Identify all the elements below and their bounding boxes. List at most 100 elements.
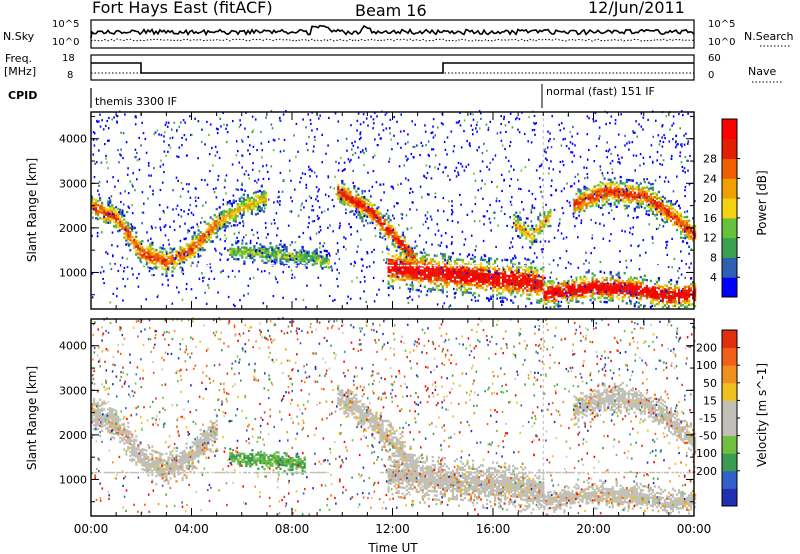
range-cell xyxy=(437,278,440,282)
range-cell xyxy=(197,255,200,258)
range-cell xyxy=(688,237,691,240)
range-cell xyxy=(575,300,578,303)
range-cell xyxy=(603,278,606,282)
range-cell xyxy=(397,241,400,244)
range-cell xyxy=(679,222,683,225)
range-cell xyxy=(147,252,150,255)
range-cell xyxy=(147,266,150,269)
range-cell xyxy=(494,281,497,285)
range-cell xyxy=(345,202,348,205)
noise-cell xyxy=(209,123,212,126)
noise-cell xyxy=(531,266,534,269)
range-cell xyxy=(535,224,538,227)
range-cell xyxy=(431,260,434,263)
range-cell xyxy=(255,253,258,256)
noise-cell xyxy=(356,250,358,253)
range-cell xyxy=(393,259,396,262)
noise-cell xyxy=(181,136,183,139)
range-cell xyxy=(375,224,378,227)
range-cell xyxy=(522,288,525,292)
range-cell xyxy=(113,207,116,210)
range-cell xyxy=(193,231,196,234)
range-cell xyxy=(673,288,677,292)
range-cell xyxy=(629,195,632,198)
range-cell xyxy=(431,280,434,283)
range-cell xyxy=(307,252,310,256)
range-cell xyxy=(463,281,467,284)
noise-cell xyxy=(669,128,671,131)
range-cell xyxy=(445,277,448,280)
range-cell xyxy=(345,198,348,201)
range-cell xyxy=(663,197,666,200)
range-cell xyxy=(517,219,520,222)
noise-cell xyxy=(672,122,675,125)
range-cell xyxy=(291,256,294,260)
range-cell xyxy=(246,208,249,211)
noise-cell xyxy=(337,169,340,172)
range-cell xyxy=(479,280,483,283)
range-cell xyxy=(539,219,542,223)
range-cell xyxy=(265,255,268,259)
range-cell xyxy=(283,243,286,247)
noise-cell xyxy=(538,177,541,180)
range-cell xyxy=(265,247,268,251)
range-cell xyxy=(230,202,233,206)
range-cell xyxy=(391,225,394,228)
noise-cell xyxy=(531,206,534,209)
noise-cell xyxy=(610,233,612,236)
range-cell xyxy=(526,281,529,284)
noise-cell xyxy=(363,275,366,279)
range-cell xyxy=(688,295,691,298)
range-cell xyxy=(375,214,378,217)
range-cell xyxy=(234,212,237,215)
range-cell xyxy=(252,199,255,203)
range-cell xyxy=(415,252,418,256)
range-cell xyxy=(159,254,162,257)
range-cell xyxy=(397,276,400,279)
range-cell xyxy=(151,241,154,244)
range-cell xyxy=(524,283,527,286)
range-cell xyxy=(439,283,442,286)
range-cell xyxy=(681,287,685,291)
range-cell xyxy=(643,290,646,294)
noise-cell xyxy=(346,149,348,152)
range-cell xyxy=(619,182,622,185)
range-cell xyxy=(543,221,546,224)
noise-cell xyxy=(687,140,690,143)
range-cell xyxy=(661,201,664,205)
range-cell xyxy=(419,257,422,260)
noise-cell xyxy=(347,158,350,161)
noise-cell xyxy=(490,287,492,290)
range-cell xyxy=(234,210,237,213)
range-cell xyxy=(631,282,634,285)
range-cell xyxy=(419,265,422,268)
range-cell xyxy=(441,255,444,258)
noise-cell xyxy=(605,290,608,293)
range-cell xyxy=(250,210,253,214)
range-cell xyxy=(191,241,194,244)
range-cell xyxy=(665,302,669,305)
noise-cell xyxy=(567,261,570,264)
noise-cell xyxy=(627,214,629,217)
range-cell xyxy=(228,216,231,219)
range-cell xyxy=(494,283,497,287)
range-cell xyxy=(565,281,568,285)
noise-cell xyxy=(150,225,153,228)
range-cell xyxy=(532,280,535,283)
nsky-tick-hi: 10^5 xyxy=(52,19,80,30)
range-cell xyxy=(585,295,588,298)
range-cell xyxy=(629,193,632,196)
range-cell xyxy=(547,286,550,289)
range-cell xyxy=(534,290,537,294)
noise-cell xyxy=(499,296,501,300)
noise-cell xyxy=(131,227,133,231)
range-cell xyxy=(429,260,432,263)
range-cell xyxy=(411,286,414,289)
range-cell xyxy=(673,292,677,296)
range-cell xyxy=(627,290,630,293)
range-cell xyxy=(496,269,499,273)
noise-cell xyxy=(122,203,125,206)
range-cell xyxy=(421,273,424,276)
range-cell xyxy=(631,187,634,190)
range-cell xyxy=(579,284,582,287)
